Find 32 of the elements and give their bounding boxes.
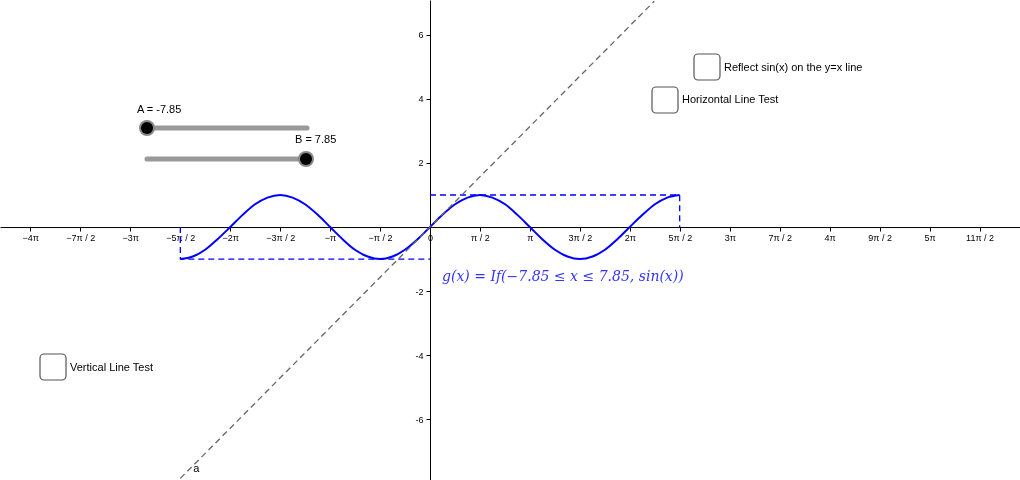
y-tick-label: 6: [418, 30, 424, 41]
annotation: A = -7.85: [137, 103, 182, 115]
x-tick-label: −2π: [222, 232, 239, 243]
y-tick-label: 2: [418, 158, 424, 169]
x-tick-label: −5π / 2: [166, 232, 196, 243]
x-tick-label: −3π: [122, 232, 139, 243]
x-tick-label: −7π / 2: [66, 232, 96, 243]
x-tick-label: π: [527, 232, 534, 243]
x-tick-label: −π / 2: [368, 232, 393, 243]
annotation: Reflect sin(x) on the y=x line: [724, 61, 863, 73]
y-tick-label: 4: [418, 94, 424, 105]
x-tick-label: −π: [324, 232, 337, 243]
y-tick-label: -6: [415, 414, 424, 425]
x-tick-label: 2π: [624, 232, 636, 243]
annotation: Vertical Line Test: [70, 361, 153, 373]
x-tick-label: 5π: [924, 232, 936, 243]
annotation: a: [193, 461, 201, 474]
y-tick-label: -4: [415, 350, 424, 361]
x-tick-label: −3π / 2: [266, 232, 296, 243]
x-tick-label: 3π / 2: [568, 232, 593, 243]
annotation: B = 7.85: [295, 133, 337, 145]
y-tick-label: -2: [415, 286, 424, 297]
x-tick-label: −4π: [22, 232, 40, 243]
x-tick-label: 9π / 2: [868, 232, 893, 243]
x-tick-label: 7π / 2: [768, 232, 793, 243]
x-tick-label: 4π: [824, 232, 836, 243]
annotation: Horizontal Line Test: [682, 93, 779, 105]
annotation: g(x) = If(−7.85 ≤ x ≤ 7.85, sin(x)): [442, 268, 684, 284]
x-tick-label: 11π / 2: [966, 232, 995, 243]
x-tick-label: π / 2: [471, 232, 490, 243]
x-tick-label: 5π / 2: [668, 232, 693, 243]
x-tick-label: 3π: [724, 232, 736, 243]
